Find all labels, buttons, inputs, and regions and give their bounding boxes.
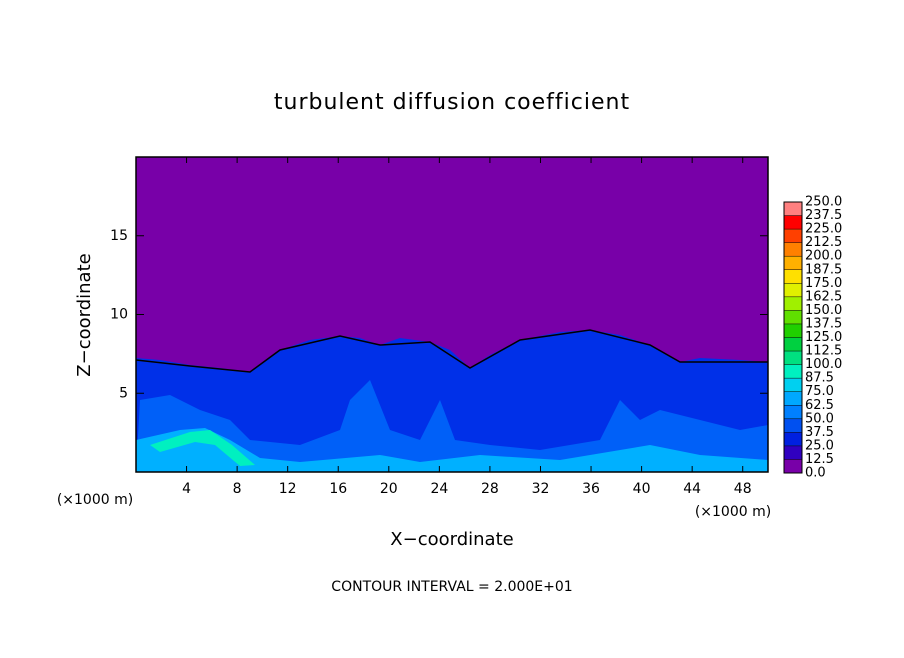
colorbar-swatch (784, 418, 802, 433)
colorbar-label: 87.5 (805, 371, 834, 386)
colorbar-label: 187.5 (805, 262, 842, 277)
colorbar-swatch (784, 378, 802, 392)
colorbar-swatch (784, 283, 802, 297)
x-tick-label: 8 (233, 481, 242, 497)
colorbar-label: 50.0 (805, 411, 834, 426)
colorbar-label: 37.5 (805, 425, 834, 440)
colorbar-swatch (784, 391, 802, 406)
x-tick-label: 48 (734, 481, 752, 497)
colorbar-label: 125.0 (805, 330, 842, 345)
colorbar-label: 237.5 (805, 208, 842, 223)
x-tick-label: 40 (633, 481, 651, 497)
colorbar-swatch (784, 459, 802, 473)
colorbar-swatch (784, 310, 802, 324)
x-tick-label: 20 (380, 481, 398, 497)
contour-interval-note: CONTOUR INTERVAL = 2.000E+01 (331, 579, 572, 595)
colorbar-label: 0.0 (805, 466, 826, 481)
colorbar-swatch (784, 364, 802, 379)
colorbar-swatch (784, 432, 802, 446)
colorbar-label: 25.0 (805, 438, 834, 453)
x-tick-label: 16 (329, 481, 347, 497)
chart-title: turbulent diffusion coefficient (274, 90, 630, 115)
colorbar-swatch (784, 229, 802, 243)
colorbar-label: 175.0 (805, 276, 842, 291)
colorbar-swatch (784, 351, 802, 365)
colorbar-label: 100.0 (805, 357, 842, 372)
colorbar-label: 137.5 (805, 316, 842, 331)
colorbar-swatch (784, 405, 802, 419)
colorbar-label: 225.0 (805, 222, 842, 237)
x-unit-label: (×1000 m) (57, 492, 133, 508)
x-tick-label: 12 (279, 481, 297, 497)
colorbar-label: 162.5 (805, 289, 842, 304)
x-axis-label: X−coordinate (390, 529, 513, 550)
y-tick-label: 5 (119, 385, 128, 401)
colorbar-label: 250.0 (805, 195, 842, 210)
colorbar-swatch (784, 323, 802, 338)
colorbar-label: 12.5 (805, 452, 834, 467)
colorbar-swatch (784, 242, 802, 257)
colorbar-label: 112.5 (805, 344, 842, 359)
x-tick-label: 28 (481, 481, 499, 497)
y-axis-label: Z−coordinate (74, 253, 95, 376)
y-tick-label: 10 (110, 307, 128, 323)
x-tick-label: 4 (182, 481, 191, 497)
colorbar-label: 212.5 (805, 235, 842, 250)
colorbar-label: 200.0 (805, 249, 842, 264)
colorbar-swatch (784, 445, 802, 460)
colorbar-label: 62.5 (805, 398, 834, 413)
x-unit-label: (×1000 m) (695, 504, 771, 520)
colorbar-swatch (784, 202, 802, 216)
x-tick-label: 44 (683, 481, 701, 497)
colorbar-swatch (784, 269, 802, 284)
x-tick-label: 32 (532, 481, 550, 497)
y-tick-label: 15 (110, 228, 128, 244)
colorbar-label: 150.0 (805, 303, 842, 318)
colorbar-label: 75.0 (805, 384, 834, 399)
contour-field (136, 157, 768, 472)
colorbar-swatch (784, 256, 802, 270)
colorbar-swatch (784, 337, 802, 352)
x-tick-label: 24 (430, 481, 448, 497)
x-tick-label: 36 (582, 481, 600, 497)
colorbar-swatch (784, 296, 802, 311)
colorbar-swatch (784, 215, 802, 230)
